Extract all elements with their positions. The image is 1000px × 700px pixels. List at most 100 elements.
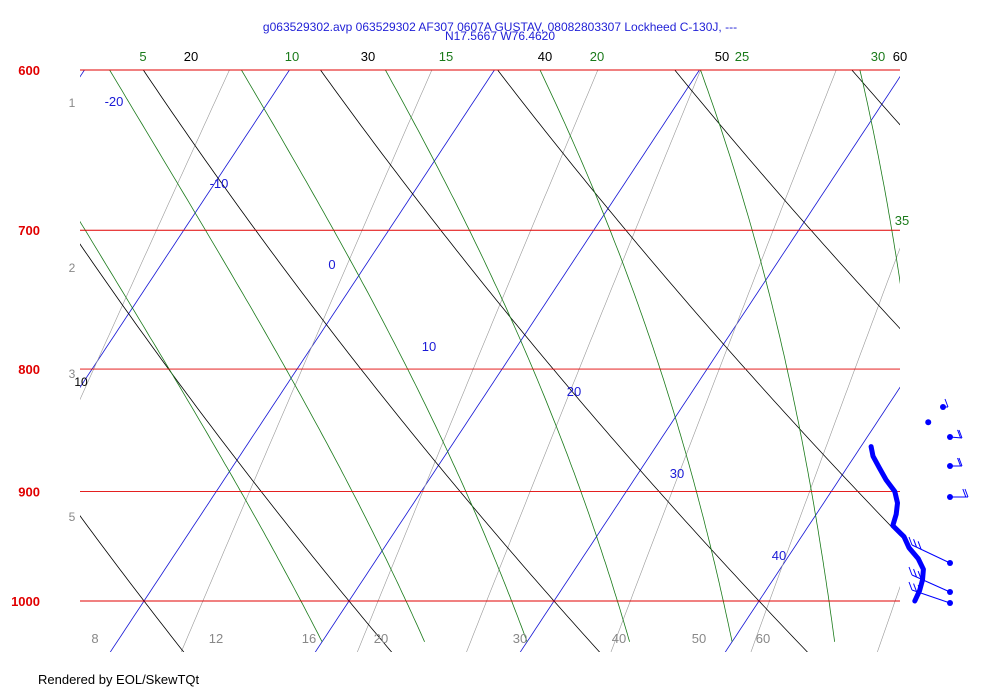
pressure-label: 600 xyxy=(18,63,40,78)
moist-adiabat-label: 10 xyxy=(285,49,299,64)
chart-title-line2: N17.5667 W76.4620 xyxy=(445,29,555,43)
isotherm-label: 0 xyxy=(328,257,335,272)
pressure-label: 800 xyxy=(18,362,40,377)
moist-adiabat-line xyxy=(700,70,835,642)
wind-barb-shaft xyxy=(911,589,951,604)
moist-adiabat-label: 35 xyxy=(895,213,909,228)
mixing-ratio-line xyxy=(877,586,900,652)
isotherm-line xyxy=(930,65,1000,653)
wind-barb xyxy=(908,581,953,606)
mixing-ratio-line xyxy=(180,70,433,652)
mixing-ratio-line xyxy=(970,65,1000,653)
height-label: 1 xyxy=(69,96,76,110)
wind-barb-feather xyxy=(913,568,918,578)
wind-barb-feather xyxy=(964,488,969,498)
wind-barb-station xyxy=(947,600,953,606)
wind-barb xyxy=(908,566,953,595)
chart-grid xyxy=(80,65,1000,653)
isotherm-label: 40 xyxy=(772,548,786,563)
height-label: 2 xyxy=(69,261,76,275)
isotherm-label: -10 xyxy=(210,176,229,191)
dry-adiabat-label: 60 xyxy=(893,49,907,64)
wind-barb-feather xyxy=(957,429,962,439)
wind-barb-feather xyxy=(917,584,922,594)
bottom-axis-label: 50 xyxy=(692,631,706,646)
isotherm-label: 20 xyxy=(567,384,581,399)
dewpoint-point xyxy=(925,419,932,426)
wind-barb-feather xyxy=(957,457,962,467)
wind-barb-station xyxy=(940,404,946,410)
mixing-ratio-line xyxy=(610,70,837,652)
bottom-axis-label: 40 xyxy=(612,631,626,646)
wind-barb-feather xyxy=(917,570,922,580)
isotherm-line xyxy=(314,70,700,652)
bottom-axis-label: 20 xyxy=(374,631,388,646)
moist-adiabat-label: 5 xyxy=(139,49,146,64)
wind-barb-feather xyxy=(962,488,967,498)
isotherm-label: 10 xyxy=(422,339,436,354)
pressure-label: 1000 xyxy=(11,594,40,609)
isotherm-line xyxy=(519,75,900,652)
wind-barb-feather xyxy=(908,536,913,546)
isotherm-line xyxy=(724,386,900,652)
dry-adiabat-label: 10 xyxy=(74,375,88,389)
pressure-label: 700 xyxy=(18,223,40,238)
isotherm-line xyxy=(109,70,495,652)
mixing-ratio-line xyxy=(356,70,599,652)
wind-barb-feather xyxy=(908,581,913,591)
bottom-axis-label: 16 xyxy=(302,631,316,646)
dry-adiabat-line xyxy=(142,70,601,652)
dry-adiabat-label: 40 xyxy=(538,49,552,64)
dry-adiabat-line xyxy=(80,515,185,652)
height-label: 5 xyxy=(69,510,76,524)
dry-adiabat-line xyxy=(80,243,393,652)
moist-adiabat-label: 15 xyxy=(439,49,453,64)
moist-adiabat-label: 30 xyxy=(871,49,885,64)
wind-barb-feather xyxy=(913,538,918,548)
height-label: 3 xyxy=(69,367,76,381)
dry-adiabat-label: 20 xyxy=(184,49,198,64)
dry-adiabat-line xyxy=(497,70,900,537)
wind-barb-station xyxy=(947,434,953,440)
isotherm-line xyxy=(80,70,290,389)
dry-adiabat-label: 50 xyxy=(715,49,729,64)
wind-barb xyxy=(947,457,963,469)
wind-barb-station xyxy=(947,494,953,500)
dewpoint-trace xyxy=(868,444,926,604)
wind-barbs xyxy=(908,398,969,606)
bottom-axis-label: 60 xyxy=(756,631,770,646)
plot-area xyxy=(80,65,1000,653)
wind-barb-station xyxy=(947,463,953,469)
chart-title-line1: g063529302.avp 063529302 AF307 0607A GUS… xyxy=(263,20,737,34)
wind-barb xyxy=(940,398,949,410)
wind-barb-shaft xyxy=(911,544,951,564)
moist-adiabat-label: 25 xyxy=(735,49,749,64)
wind-barb-feather xyxy=(944,398,949,408)
wind-barb-feather xyxy=(958,429,963,439)
footer-credit: Rendered by EOL/SkewTQt xyxy=(38,672,200,687)
pressure-label: 900 xyxy=(18,484,40,499)
bottom-axis-label: 8 xyxy=(91,631,98,646)
wind-barb-station xyxy=(947,560,953,566)
wind-barb xyxy=(947,488,969,500)
wind-barb-feather xyxy=(908,566,913,576)
moist-adiabat-label: 20 xyxy=(590,49,604,64)
mixing-ratio-line xyxy=(750,247,900,652)
isotherm-label: -20 xyxy=(105,94,124,109)
wind-barb-station xyxy=(947,589,953,595)
wind-barb-feather xyxy=(913,583,918,592)
mixing-ratio-line xyxy=(466,70,701,652)
dry-adiabat-label: 30 xyxy=(361,49,375,64)
dry-adiabat-line xyxy=(674,70,900,330)
wind-barb-feather xyxy=(958,457,963,467)
wind-barb-feather xyxy=(917,541,922,550)
bottom-axis-label: 30 xyxy=(513,631,527,646)
wind-barb-shaft xyxy=(911,574,951,593)
wind-barb xyxy=(908,536,953,566)
mixing-ratio-line xyxy=(80,70,230,401)
isotherm-line xyxy=(80,70,85,78)
isotherm-label: 30 xyxy=(670,466,684,481)
dry-adiabat-line xyxy=(319,70,808,652)
